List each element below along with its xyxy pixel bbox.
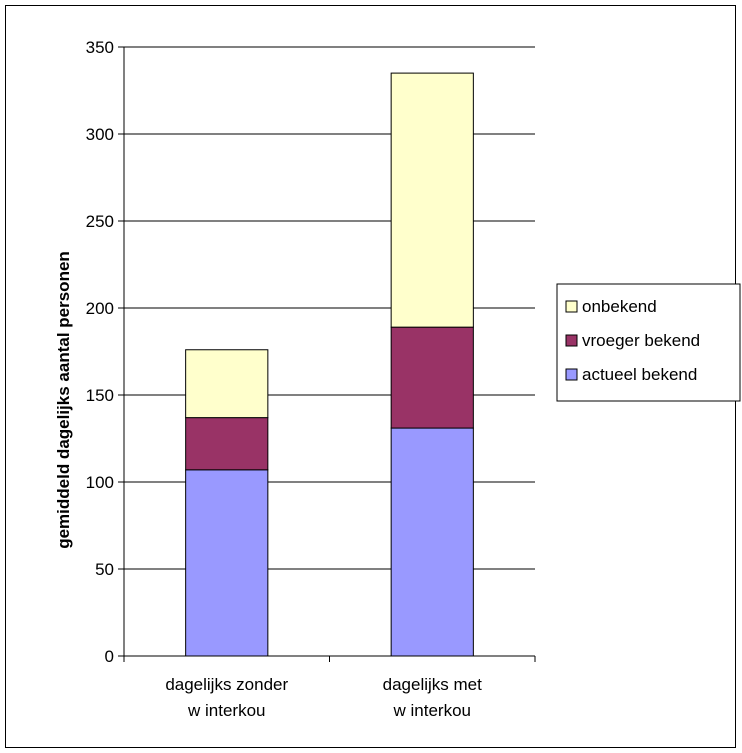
x-category-label: w interkou — [187, 701, 265, 720]
bars — [185, 72, 474, 657]
y-tick-label: 0 — [105, 647, 114, 666]
bar-segment — [185, 417, 269, 471]
y-tick-label: 200 — [86, 299, 114, 318]
y-axis-label: gemiddeld dagelijks aantal personen — [54, 251, 73, 549]
x-category-label: dagelijks met — [383, 675, 482, 694]
bar-segment — [390, 326, 474, 429]
y-tick-label: 300 — [86, 125, 114, 144]
y-tick-label: 150 — [86, 386, 114, 405]
axes — [118, 46, 536, 662]
legend-label: vroeger bekend — [582, 331, 700, 350]
y-tick-label: 100 — [86, 473, 114, 492]
y-tick-label: 350 — [86, 38, 114, 57]
y-tick-label: 50 — [95, 560, 114, 579]
legend-box — [556, 283, 741, 402]
legend-label: onbekend — [582, 297, 657, 316]
legend-swatch — [565, 300, 578, 313]
bar-segment — [185, 469, 269, 657]
legend-swatch — [565, 334, 578, 347]
bar-segment — [185, 349, 269, 419]
tick-labels: 0 50 100 150 200 250 300 350 dagelijks zonder w i… — [86, 38, 483, 720]
x-category-label: w interkou — [393, 701, 471, 720]
x-category-label: dagelijks zonder — [165, 675, 288, 694]
legend-label: actueel bekend — [582, 365, 697, 384]
bar-segment — [390, 427, 474, 657]
legend: onbekend vroeger bekend actueel bekend — [556, 283, 741, 402]
legend-swatch — [565, 368, 578, 381]
y-tick-label: 250 — [86, 212, 114, 231]
bar-segment — [390, 72, 474, 328]
